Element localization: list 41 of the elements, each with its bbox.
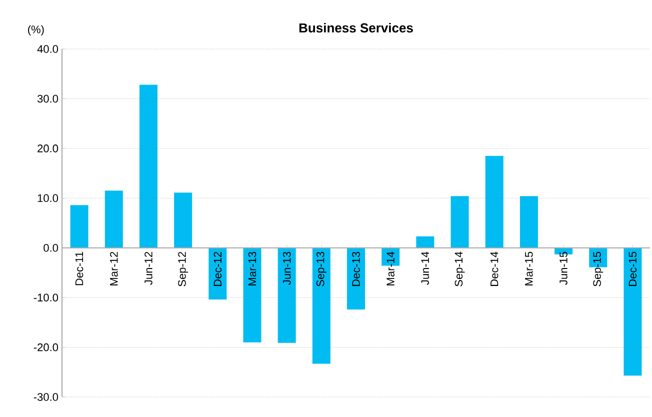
bar [450,196,469,248]
bar [312,248,330,364]
y-tick-label: 40.0 [37,45,58,53]
x-tick-label: Mar-12 [110,252,118,286]
bar [485,156,504,248]
y-tick-label: -30.0 [34,393,58,401]
x-tick-label: Dec-15 [628,252,637,286]
bar [347,248,366,310]
x-tick-label: Sep-15 [593,252,604,286]
bar [208,248,227,300]
x-tick-label: Sep-13 [316,252,326,286]
x-tick-label: Dec-11 [75,252,84,286]
y-axis-title: (%) [28,25,44,36]
y-tick-label: -20.0 [34,343,58,352]
bar [174,192,192,248]
x-tick-label: Jun-14 [421,252,430,285]
bar [416,236,434,248]
x-tick-label: Dec-12 [214,252,222,286]
bar [104,190,123,248]
x-tick-label: Sep-12 [178,252,188,286]
x-tick-label: Jun-12 [144,252,152,285]
bar [278,248,296,343]
x-tick-label: Jun-13 [282,252,291,285]
bar [624,248,642,376]
y-tick-label: 10.0 [38,194,58,202]
x-tick-label: Mar-13 [248,252,256,286]
y-tick-label: 0.0 [44,244,58,252]
bar [70,205,88,248]
bar [243,248,262,342]
y-tick-label: 30.0 [37,94,58,103]
y-tick-label: 20.0 [38,144,58,152]
bar [520,196,538,248]
x-tick-label: Sep-14 [454,252,465,286]
x-tick-label: Jun-15 [560,252,568,285]
bar [139,84,158,248]
y-tick-label: -10.0 [34,294,58,302]
chart-title: Business Services [299,22,413,33]
x-tick-label: Dec-14 [490,252,498,286]
x-tick-label: Mar-14 [386,252,394,286]
x-tick-label: Dec-13 [352,252,360,286]
x-tick-label: Mar-15 [525,252,533,286]
